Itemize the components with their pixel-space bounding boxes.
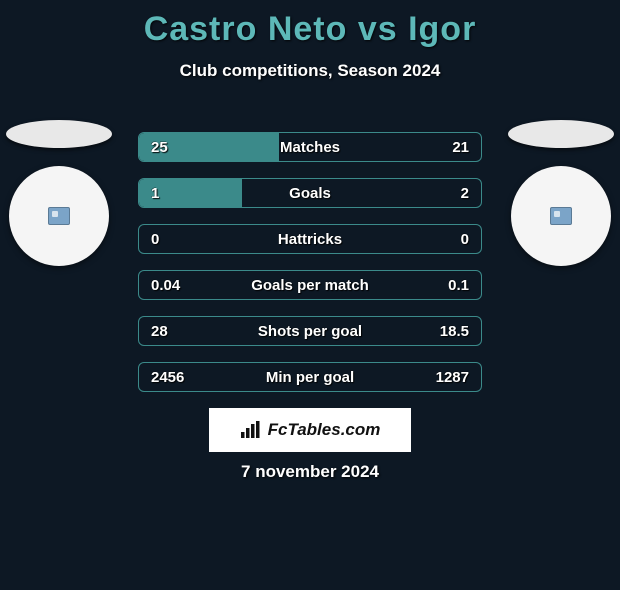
- brand-text: FcTables.com: [268, 420, 381, 440]
- stat-value-right: 18.5: [440, 317, 469, 345]
- stat-value-right: 2: [461, 179, 469, 207]
- player-left-flag: [6, 120, 112, 148]
- player-right-avatar: [511, 166, 611, 266]
- image-placeholder-icon: [550, 207, 572, 225]
- stat-label: Goals: [139, 179, 481, 207]
- stat-row: 2456Min per goal1287: [138, 362, 482, 392]
- comparison-bars: 25Matches21 1Goals2 0Hattricks0 0.04Goals p…: [138, 132, 482, 408]
- stat-value-right: 0: [461, 225, 469, 253]
- stat-value-right: 21: [452, 133, 469, 161]
- stat-label: Hattricks: [139, 225, 481, 253]
- stat-label: Min per goal: [139, 363, 481, 391]
- footer-date: 7 november 2024: [0, 462, 620, 482]
- player-right-panel: [506, 120, 616, 266]
- brand-badge: FcTables.com: [209, 408, 411, 452]
- stat-value-right: 1287: [436, 363, 469, 391]
- page-subtitle: Club competitions, Season 2024: [0, 61, 620, 81]
- stat-row: 25Matches21: [138, 132, 482, 162]
- bars-logo-icon: [240, 421, 262, 439]
- stat-row: 28Shots per goal18.5: [138, 316, 482, 346]
- player-left-panel: [4, 120, 114, 266]
- player-right-flag: [508, 120, 614, 148]
- stat-value-right: 0.1: [448, 271, 469, 299]
- stat-label: Matches: [139, 133, 481, 161]
- stat-row: 0Hattricks0: [138, 224, 482, 254]
- stat-label: Goals per match: [139, 271, 481, 299]
- image-placeholder-icon: [48, 207, 70, 225]
- stat-label: Shots per goal: [139, 317, 481, 345]
- player-left-avatar: [9, 166, 109, 266]
- stat-row: 1Goals2: [138, 178, 482, 208]
- page-title: Castro Neto vs Igor: [0, 10, 620, 49]
- stat-row: 0.04Goals per match0.1: [138, 270, 482, 300]
